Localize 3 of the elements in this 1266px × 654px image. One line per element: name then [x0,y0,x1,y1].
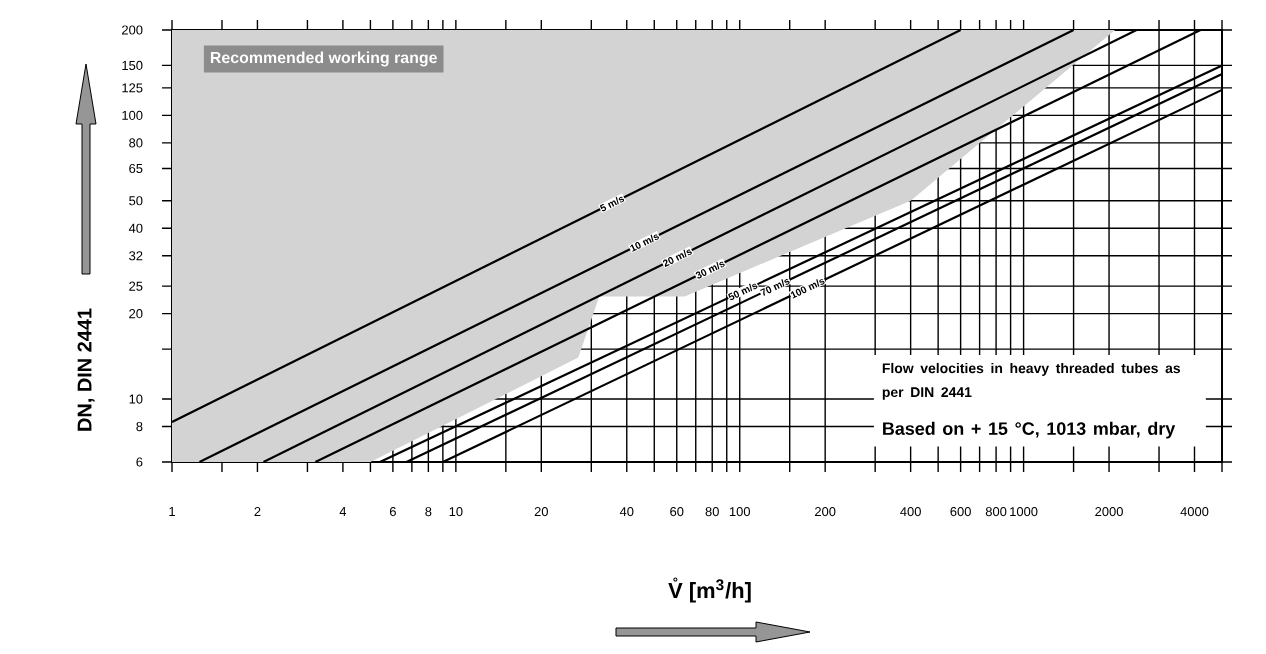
y-axis-title: DN, DIN 2441 [77,308,95,431]
annotation: Based on + 15 °C, 1013 mbar, dry [883,421,1176,439]
x-axis-title: V̊ [m$^{3}$/h] [668,577,751,603]
